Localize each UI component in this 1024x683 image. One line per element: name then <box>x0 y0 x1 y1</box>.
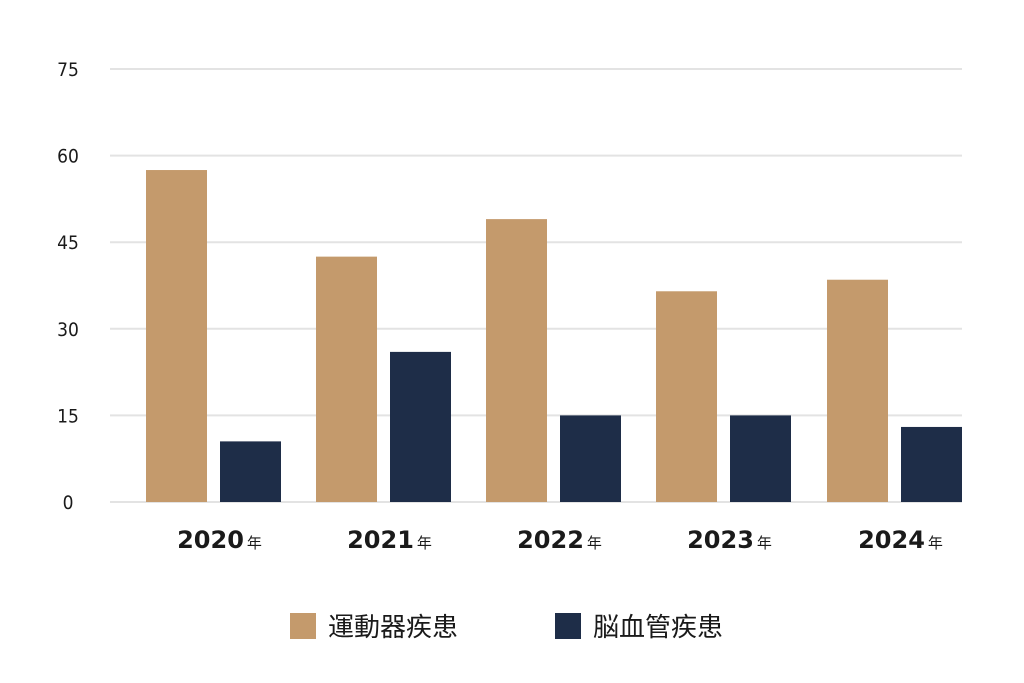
legend-label: 運動器疾患 <box>328 613 458 643</box>
x-tick-suffix: 年 <box>587 534 602 552</box>
x-tick-label: 2023 年 <box>687 526 772 554</box>
y-tick-label: 30 <box>57 319 79 341</box>
bar-series-2 <box>220 441 281 502</box>
x-tick-label: 2022 年 <box>517 526 602 554</box>
legend-label: 脳血管疾患 <box>593 613 723 643</box>
bar-series-1 <box>146 170 207 503</box>
bar-series-2 <box>390 351 451 502</box>
x-tick-year: 2020 <box>177 526 244 554</box>
y-tick-label: 0 <box>63 492 74 514</box>
y-tick-label: 15 <box>57 405 79 427</box>
x-tick-suffix: 年 <box>417 534 432 552</box>
legend-swatch <box>555 613 581 639</box>
y-tick-label: 75 <box>57 59 79 81</box>
bar-series-1 <box>656 291 717 502</box>
x-tick-suffix: 年 <box>928 534 943 552</box>
bar-series-2 <box>901 426 962 502</box>
x-tick-suffix: 年 <box>757 534 772 552</box>
y-tick-label: 45 <box>57 232 79 254</box>
bar-series-2 <box>560 415 621 502</box>
x-tick-label: 2024 年 <box>858 526 943 554</box>
y-axis-ticks: 0 15 30 45 60 75 <box>57 59 79 514</box>
x-tick-year: 2024 <box>858 526 925 554</box>
bar-series-1 <box>486 219 547 502</box>
y-tick-label: 60 <box>57 146 79 168</box>
x-tick-label: 2020 年 <box>177 526 262 554</box>
x-tick-label: 2021 年 <box>347 526 432 554</box>
bar-series-1 <box>316 256 377 502</box>
x-tick-year: 2023 <box>687 526 754 554</box>
legend-swatch <box>290 613 316 639</box>
x-axis-ticks: 2020 年 2021 年 2022 年 2023 年 2024 年 <box>177 526 943 554</box>
bar-series-2 <box>730 415 791 502</box>
legend: 運動器疾患 脳血管疾患 <box>290 613 723 643</box>
x-tick-year: 2022 <box>517 526 584 554</box>
bar-series-1 <box>827 279 888 502</box>
bar-series <box>146 170 962 503</box>
x-tick-suffix: 年 <box>247 534 262 552</box>
x-tick-year: 2021 <box>347 526 414 554</box>
